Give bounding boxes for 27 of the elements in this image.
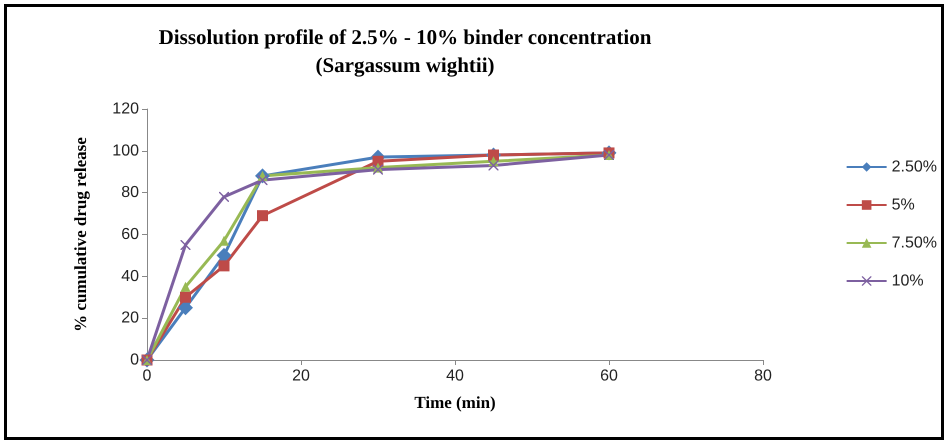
point bbox=[180, 282, 190, 292]
point bbox=[488, 160, 498, 170]
y-tick-label: 40 bbox=[121, 268, 140, 285]
chart-title: Dissolution profile of 2.5% - 10% binder concentration (Sargassum wightii) bbox=[158, 25, 652, 77]
legend-label: 10% bbox=[892, 272, 924, 290]
point bbox=[180, 292, 191, 303]
x-axis-title: Time (min) bbox=[414, 393, 496, 412]
y-tick-label: 60 bbox=[121, 226, 140, 243]
point bbox=[218, 260, 230, 272]
x-tick-label: 0 bbox=[142, 368, 152, 384]
legend-label: 7.50% bbox=[892, 234, 938, 252]
y-tick-label: 80 bbox=[121, 184, 140, 202]
x-tick-label: 20 bbox=[292, 368, 310, 384]
y-axis-title: % cumulative drug release bbox=[71, 136, 90, 332]
x-tick-label: 60 bbox=[600, 368, 618, 384]
x-tick-label: 80 bbox=[754, 368, 772, 384]
x-tick-label: 40 bbox=[446, 368, 464, 384]
point bbox=[219, 192, 229, 202]
legend-label: 5% bbox=[892, 196, 915, 214]
point bbox=[257, 210, 268, 222]
point bbox=[180, 240, 190, 250]
legend-label: 2.50% bbox=[892, 158, 938, 176]
y-tick-label: 0 bbox=[130, 352, 140, 368]
y-tick-label: 100 bbox=[112, 142, 140, 160]
point bbox=[219, 236, 229, 246]
y-tick-label: 20 bbox=[121, 310, 140, 327]
y-tick-label: 120 bbox=[112, 100, 140, 118]
